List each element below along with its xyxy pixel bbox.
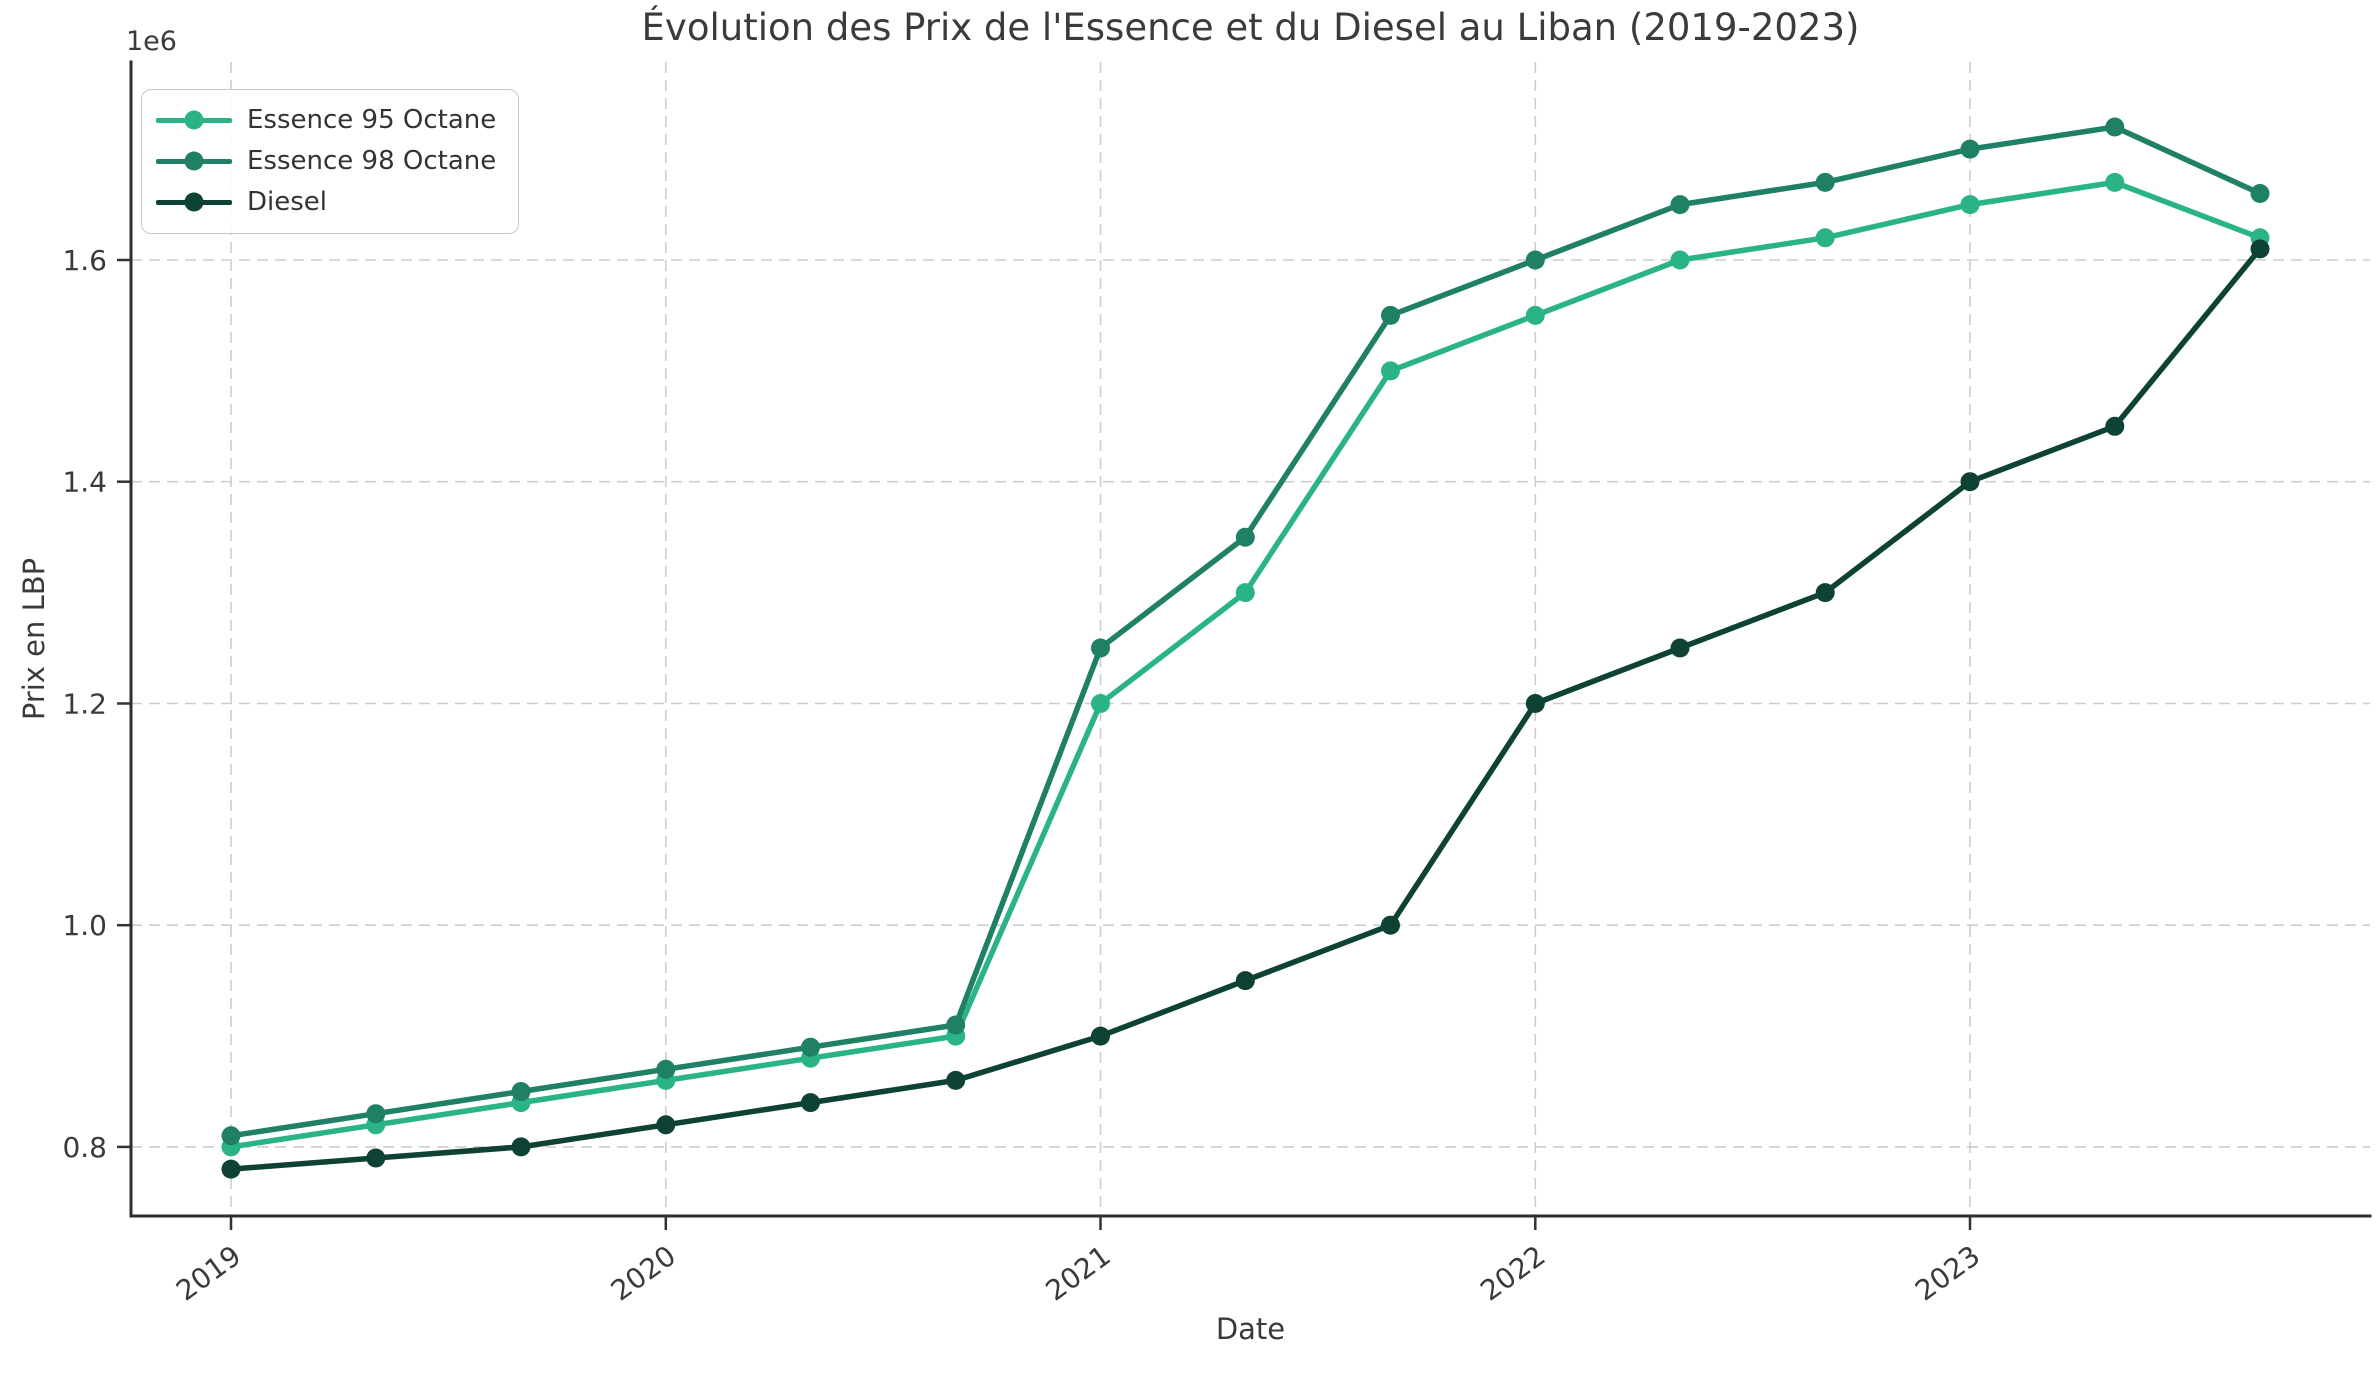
series-point-2 <box>1091 1026 1110 1046</box>
series-line-2 <box>230 247 2263 1172</box>
series-point-1 <box>1960 139 1980 159</box>
series-point-1 <box>801 1037 820 1057</box>
series-point-1 <box>656 1059 676 1079</box>
series-point-0 <box>1960 195 1980 215</box>
x-tick-label: 2022 <box>1474 1239 1551 1308</box>
legend-item-essence-98: Essence 98 Octane <box>156 140 496 181</box>
series-point-1 <box>511 1082 531 1101</box>
series-point-1 <box>1815 172 1835 192</box>
series-point-0 <box>1381 361 1400 381</box>
y-tick-label: 1.2 <box>62 688 107 721</box>
series-point-0 <box>1091 694 1110 713</box>
legend-item-diesel: Diesel <box>156 181 496 222</box>
series-point-1 <box>1235 527 1255 547</box>
series-point-0 <box>1815 228 1835 248</box>
chart-legend: Essence 95 Octane Essence 98 Octane Dies… <box>141 89 520 234</box>
series-point-0 <box>2105 172 2125 192</box>
series-point-2 <box>1381 915 1400 935</box>
x-tick-label: 2021 <box>1040 1239 1117 1308</box>
y-tick-label: 1.6 <box>62 244 107 277</box>
series-point-0 <box>1235 583 1255 603</box>
series-point-2 <box>1815 583 1835 603</box>
legend-item-essence-95: Essence 95 Octane <box>156 99 496 140</box>
series-point-1 <box>366 1104 386 1124</box>
series-point-2 <box>511 1137 531 1157</box>
series-point-2 <box>1235 971 1255 991</box>
series-line-0 <box>230 179 2261 1150</box>
series-point-1 <box>1381 305 1400 325</box>
series-point-1 <box>221 1126 241 1146</box>
legend-line-dot-icon <box>156 192 232 212</box>
legend-label-essence-95: Essence 95 Octane <box>247 104 497 135</box>
y-axis-offset-label: 1e6 <box>126 26 177 57</box>
series-point-0 <box>1670 250 1690 270</box>
x-tick-label: 2019 <box>170 1239 247 1308</box>
series-point-2 <box>366 1148 386 1168</box>
series-point-1 <box>2250 184 2270 203</box>
x-tick-label: 2023 <box>1909 1239 1986 1308</box>
x-axis-label: Date <box>1215 1312 1286 1346</box>
series-point-2 <box>801 1093 820 1113</box>
series-point-2 <box>1960 472 1980 492</box>
series-point-1 <box>1525 250 1545 270</box>
y-tick-label: 1.4 <box>62 466 107 499</box>
series-point-2 <box>221 1159 241 1179</box>
series-point-1 <box>2105 117 2125 137</box>
y-axis-label: Prix en LBP <box>17 557 51 721</box>
series-point-2 <box>2105 416 2125 436</box>
legend-line-dot-icon <box>156 151 232 171</box>
series-point-1 <box>946 1015 966 1035</box>
x-tick-label: 2020 <box>605 1239 682 1308</box>
legend-label-diesel: Diesel <box>247 186 328 217</box>
legend-label-essence-98: Essence 98 Octane <box>247 145 497 176</box>
series-point-1 <box>1091 638 1110 658</box>
series-point-2 <box>1525 694 1545 713</box>
legend-line-dot-icon <box>156 110 232 130</box>
series-point-2 <box>656 1115 676 1135</box>
series-point-2 <box>1670 638 1690 658</box>
series-point-1 <box>1670 195 1690 215</box>
series-point-2 <box>946 1070 966 1090</box>
y-tick-label: 0.8 <box>62 1131 107 1164</box>
series-point-2 <box>2250 239 2270 259</box>
chart-title: Évolution des Prix de l'Essence et du Di… <box>641 6 1860 49</box>
y-tick-label: 1.0 <box>62 909 107 942</box>
series-point-0 <box>1525 305 1545 325</box>
